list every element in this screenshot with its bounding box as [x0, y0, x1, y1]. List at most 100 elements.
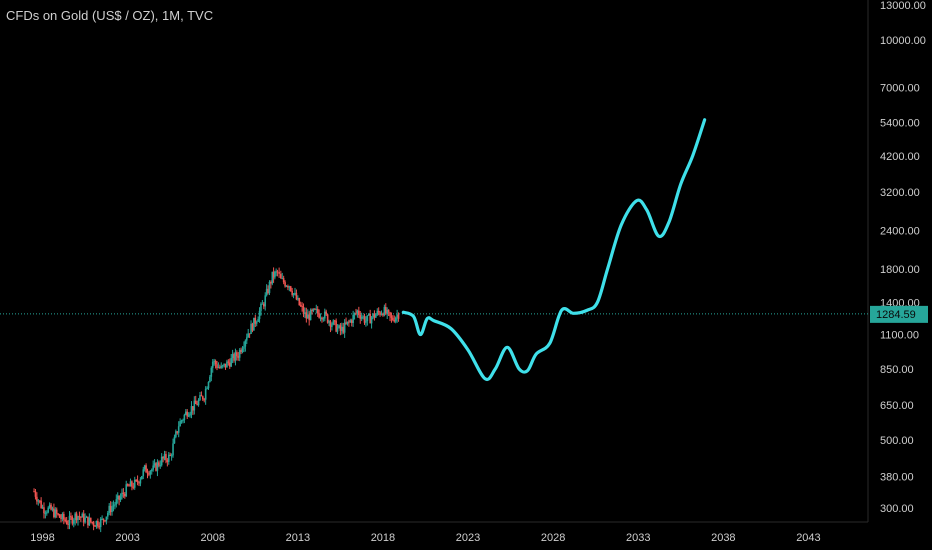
candle-body — [122, 492, 125, 494]
candle-body — [187, 415, 190, 417]
candle-body — [133, 479, 136, 488]
projection — [401, 118, 707, 382]
candles — [33, 267, 400, 533]
candle-body — [211, 361, 214, 368]
candle-body — [271, 271, 274, 284]
candle-body — [170, 455, 173, 457]
candle-body — [139, 479, 142, 484]
candle-body — [78, 516, 81, 518]
candle-body — [224, 363, 227, 368]
candle-body — [108, 505, 111, 513]
candle-body — [115, 499, 118, 505]
candle-body — [142, 469, 145, 477]
x-tick-label: 2003 — [115, 532, 139, 544]
candle-body — [258, 310, 261, 320]
candle-body — [219, 366, 221, 368]
candle-body — [336, 327, 339, 332]
candle-body — [227, 361, 230, 363]
candle-body — [197, 400, 200, 406]
y-tick-label: 850.00 — [880, 364, 914, 376]
candle-body — [121, 492, 123, 497]
candle-body — [163, 454, 166, 459]
candle-body — [67, 524, 69, 526]
x-tick-label: 2023 — [456, 532, 480, 544]
candle-body — [196, 404, 198, 406]
candle-body — [146, 472, 149, 474]
candle-body — [82, 513, 85, 523]
candle-body — [280, 273, 282, 279]
candle-body — [257, 319, 259, 322]
candle-body — [386, 309, 388, 314]
candle-body — [125, 484, 128, 497]
candle-body — [77, 516, 79, 521]
candle-body — [204, 388, 207, 400]
candle-body — [114, 504, 116, 506]
candle-body — [150, 469, 153, 472]
candle-body — [199, 395, 201, 401]
candle-body — [373, 313, 376, 318]
candle-body — [315, 308, 318, 310]
candle-body — [228, 362, 231, 367]
candle-body — [375, 314, 377, 318]
y-tick-label: 650.00 — [880, 400, 914, 412]
candle-body — [288, 286, 291, 288]
candle-body — [63, 513, 65, 520]
y-tick-label: 1800.00 — [880, 264, 920, 276]
candle-body — [64, 519, 67, 521]
candle-body — [325, 311, 328, 315]
candle-body — [309, 309, 312, 321]
candle-body — [392, 317, 394, 321]
candle-body — [148, 473, 150, 475]
candle-body — [55, 509, 58, 514]
candle-body — [346, 321, 349, 324]
candle-body — [341, 326, 343, 331]
candle-body — [109, 505, 112, 513]
candle-body — [298, 298, 301, 306]
candle-body — [50, 504, 52, 510]
candle-body — [329, 321, 332, 327]
candle-body — [116, 495, 119, 500]
candle-body — [318, 313, 320, 318]
candle-body — [261, 303, 264, 305]
candle-body — [155, 463, 157, 471]
candle-body — [167, 454, 170, 462]
candle-body — [349, 320, 352, 323]
candle-body — [285, 285, 288, 287]
y-tick-label: 500.00 — [880, 435, 914, 447]
candle-body — [311, 309, 313, 312]
candle-body — [206, 388, 208, 390]
candle-body — [193, 400, 196, 411]
candle-body — [305, 312, 308, 319]
candle-body — [54, 509, 57, 518]
x-tick-label: 2013 — [286, 532, 310, 544]
candle-body — [141, 476, 143, 480]
candle-body — [194, 400, 197, 405]
candle-body — [40, 500, 42, 509]
candle-body — [61, 513, 64, 519]
candle-body — [177, 426, 180, 433]
candle-body — [57, 513, 59, 515]
candle-body — [74, 513, 76, 521]
candle-body — [88, 517, 91, 526]
candle-body — [372, 313, 374, 318]
candle-body — [275, 271, 277, 273]
x-tick-label: 2028 — [541, 532, 565, 544]
candle-body — [294, 292, 296, 294]
candle-body — [145, 465, 147, 473]
candle-body — [244, 340, 247, 347]
candle-body — [173, 436, 176, 444]
candle-body — [383, 306, 386, 316]
candle-body — [97, 521, 99, 527]
candle-body — [306, 314, 309, 319]
candle-body — [382, 313, 384, 316]
candle-body — [68, 515, 71, 525]
candle-body — [223, 363, 225, 366]
candle-body — [390, 316, 393, 318]
candle-body — [377, 310, 380, 313]
candle-body — [43, 507, 45, 514]
candle-body — [240, 349, 242, 353]
candle-body — [72, 520, 75, 524]
candle-body — [131, 481, 133, 487]
candle-body — [241, 348, 244, 353]
